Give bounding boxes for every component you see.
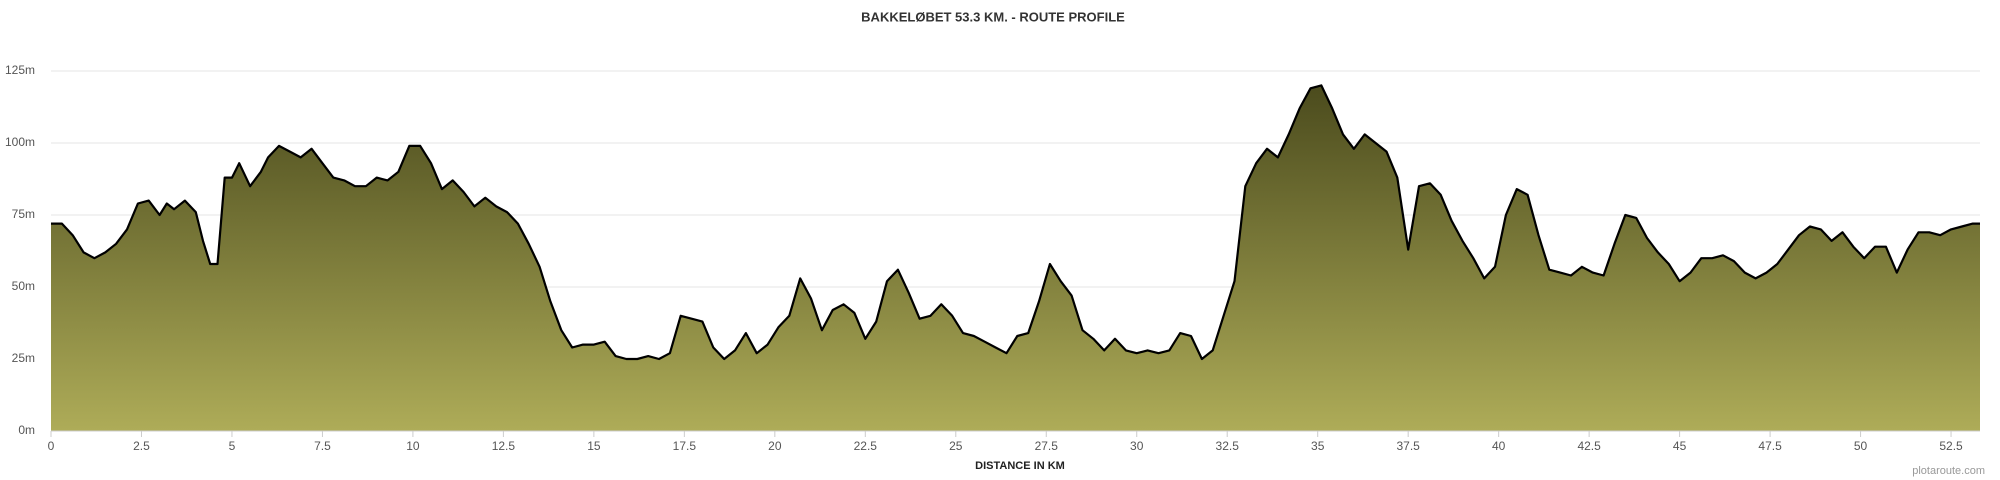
x-tick-label: 2.5 xyxy=(133,439,150,453)
x-tick-label: 32.5 xyxy=(1216,439,1240,453)
x-tick-label: 15 xyxy=(587,439,601,453)
x-tick-label: 22.5 xyxy=(854,439,878,453)
credit: plotaroute.com xyxy=(1912,465,1985,477)
x-tick-label: 52.5 xyxy=(1939,439,1963,453)
chart-title: BAKKELØBET 53.3 KM. - ROUTE PROFILE xyxy=(861,9,1125,24)
x-tick-label: 17.5 xyxy=(673,439,697,453)
x-tick-label: 5 xyxy=(229,439,236,453)
y-tick-label: 100m xyxy=(5,135,35,149)
x-tick-label: 30 xyxy=(1130,439,1144,453)
line xyxy=(51,84,1980,361)
x-tick-label: 27.5 xyxy=(1035,439,1059,453)
x-tick-label: 0 xyxy=(48,439,55,453)
x-tick-label: 10 xyxy=(406,439,420,453)
x-tick-label: 50 xyxy=(1854,439,1868,453)
area xyxy=(51,85,1980,432)
y-tick-label: 0m xyxy=(18,423,35,437)
y-tick-label: 25m xyxy=(12,351,35,365)
y-tick-label: 125m xyxy=(5,63,35,77)
x-tick-label: 47.5 xyxy=(1758,439,1782,453)
y-tick-label: 75m xyxy=(12,207,35,221)
x-tick-label: 12.5 xyxy=(492,439,516,453)
x-tick-label: 42.5 xyxy=(1577,439,1601,453)
x-tick-label: 25 xyxy=(949,439,963,453)
x-tick-label: 45 xyxy=(1673,439,1687,453)
x-tick-label: 40 xyxy=(1492,439,1506,453)
x-axis-label: DISTANCE IN KM xyxy=(975,460,1065,472)
x-tick-label: 35 xyxy=(1311,439,1325,453)
x-tick-label: 20 xyxy=(768,439,782,453)
x-tick-label: 7.5 xyxy=(314,439,331,453)
y-tick-label: 50m xyxy=(12,279,35,293)
x-tick-label: 37.5 xyxy=(1396,439,1420,453)
